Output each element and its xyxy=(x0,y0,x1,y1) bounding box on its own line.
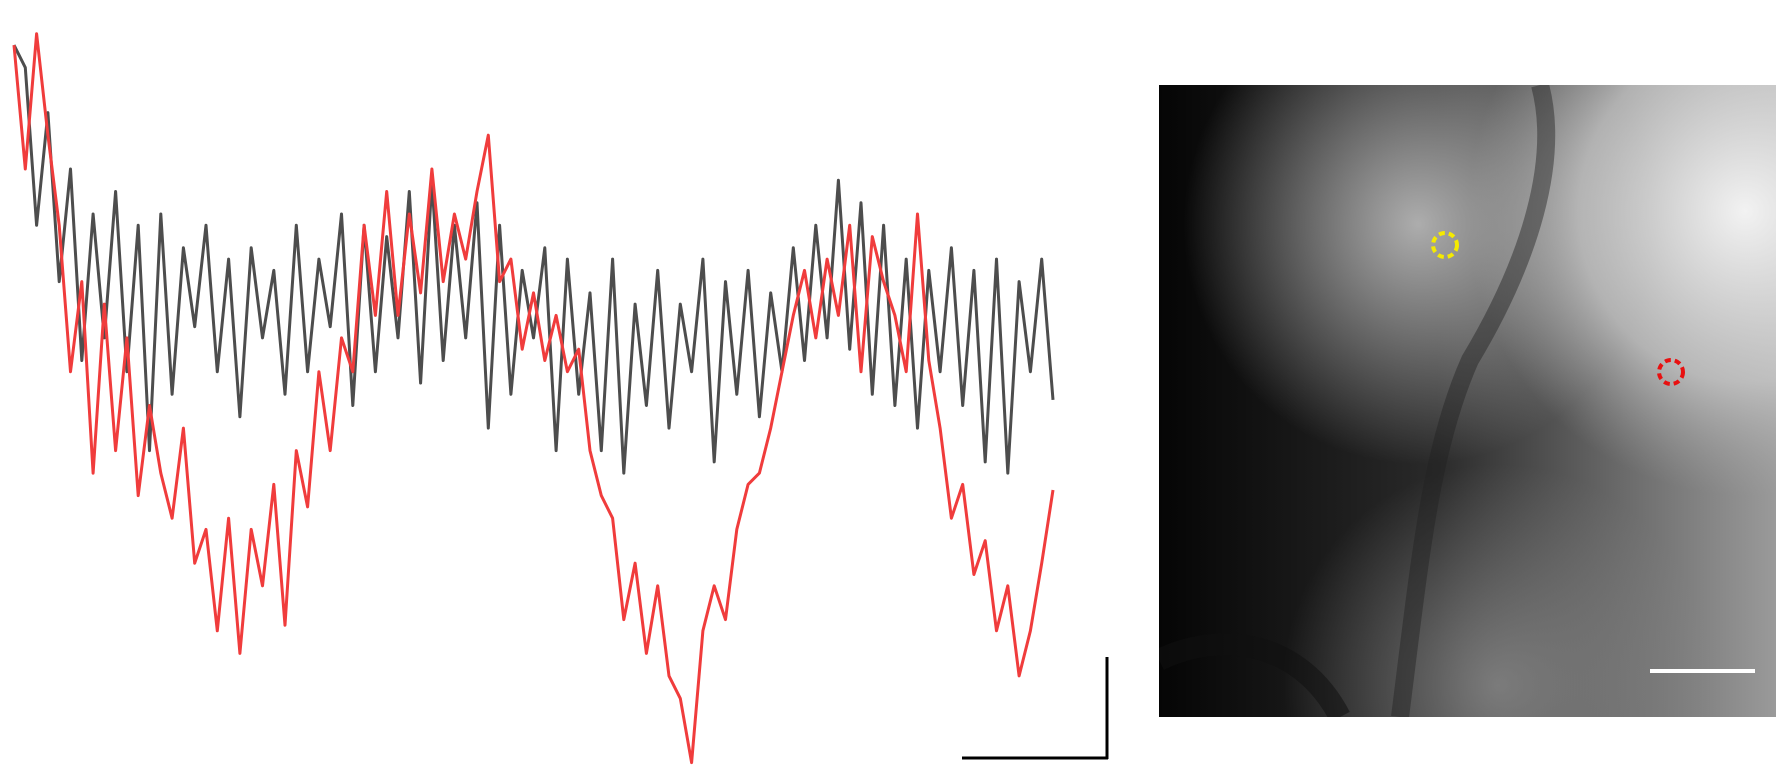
trace-line xyxy=(12,32,1055,765)
micrograph xyxy=(1159,85,1776,717)
trace-line xyxy=(12,44,1055,475)
image-region xyxy=(1159,85,1776,717)
trace-scale-bar xyxy=(962,657,1109,760)
roi-red xyxy=(1657,358,1685,386)
roi-yellow xyxy=(1431,231,1459,259)
image-fold xyxy=(1391,85,1556,717)
image-fold xyxy=(1159,633,1350,717)
traces xyxy=(12,32,1055,765)
